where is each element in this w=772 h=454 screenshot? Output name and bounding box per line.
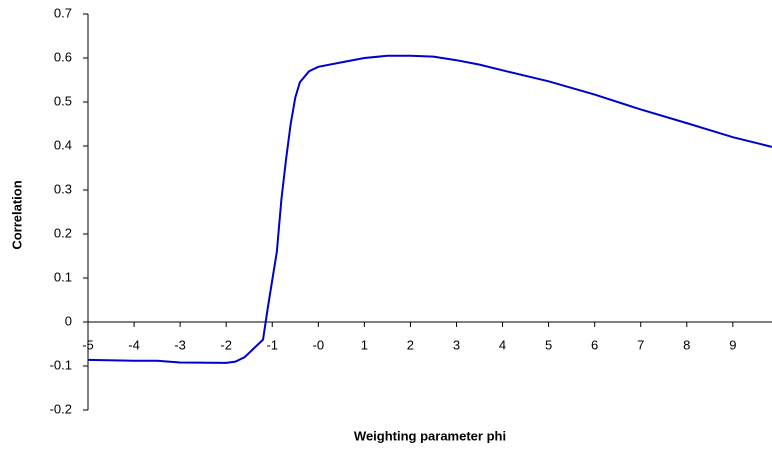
y-tick-label: 0.7 [54, 5, 72, 20]
y-tick-label: 0.2 [54, 225, 72, 240]
x-tick-label: 5 [545, 337, 552, 352]
x-tick-label: 4 [499, 337, 506, 352]
x-tick-label: 2 [407, 337, 414, 352]
y-tick-label: 0 [65, 313, 72, 328]
x-tick-label: -2 [220, 337, 232, 352]
y-tick-label: -0.2 [50, 401, 72, 416]
x-tick-label: 7 [637, 337, 644, 352]
x-tick-label: 6 [591, 337, 598, 352]
x-tick-label: -3 [174, 337, 186, 352]
y-axis-title: Correlation [9, 180, 24, 249]
x-tick-label: -5 [82, 337, 94, 352]
x-tick-label: -0 [313, 337, 325, 352]
x-tick-label: 8 [683, 337, 690, 352]
x-tick-label: 3 [453, 337, 460, 352]
x-tick-label: -1 [266, 337, 278, 352]
y-tick-label: 0.3 [54, 181, 72, 196]
x-axis-title: Weighting parameter phi [354, 428, 506, 443]
x-tick-label: 1 [361, 337, 368, 352]
y-tick-label: 0.5 [54, 93, 72, 108]
y-tick-label: 0.1 [54, 269, 72, 284]
data-line [87, 54, 772, 364]
y-tick-label: 0.4 [54, 137, 72, 152]
y-tick-label: 0.6 [54, 49, 72, 64]
x-tick-label: 9 [729, 337, 736, 352]
x-tick-label: -4 [128, 337, 140, 352]
y-tick-label: -0.1 [50, 357, 72, 372]
